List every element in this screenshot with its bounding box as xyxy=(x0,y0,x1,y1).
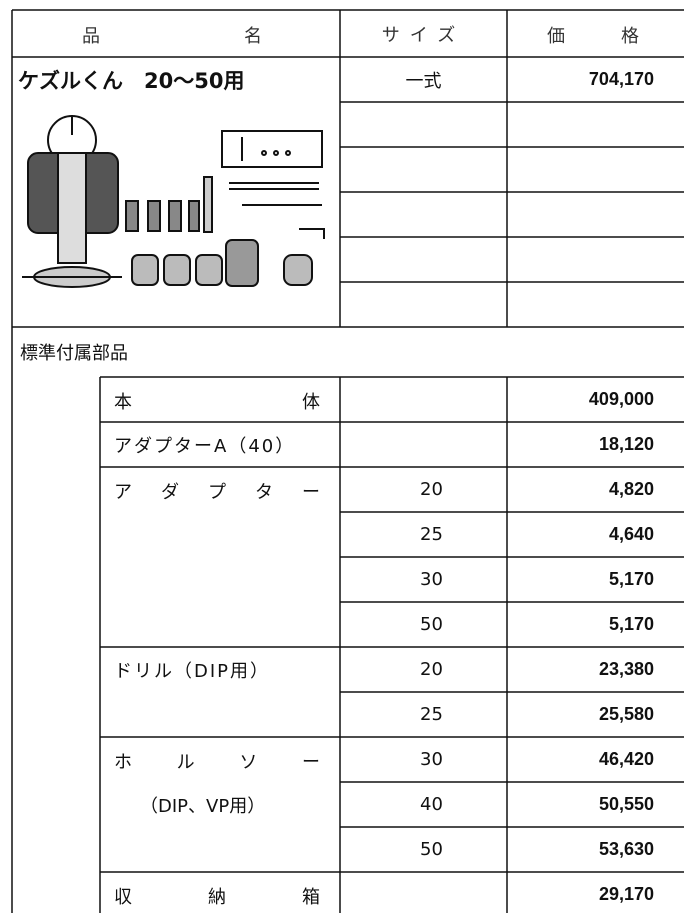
item-name: アダプターA（40） xyxy=(114,435,296,457)
item-size: 30 xyxy=(420,569,443,590)
header-price: 価格 xyxy=(547,25,639,46)
item-size: 50 xyxy=(420,839,443,860)
item-size: 20 xyxy=(420,659,443,680)
item-price: 53,630 xyxy=(598,839,654,859)
item-subname: （DIP、VP用） xyxy=(140,795,266,817)
product-size: 一式 xyxy=(405,70,442,92)
product-price: 704,170 xyxy=(588,69,654,89)
header-size: サイズ xyxy=(381,24,466,46)
item-price: 23,380 xyxy=(598,659,654,679)
item-name: 本体 xyxy=(114,391,320,412)
item-price: 18,120 xyxy=(598,434,654,454)
item-price: 46,420 xyxy=(598,749,654,769)
item-price: 5,170 xyxy=(608,569,654,589)
item-name: ホルソー xyxy=(114,751,320,772)
header-name: 品名 xyxy=(82,25,262,46)
item-size: 50 xyxy=(420,614,443,635)
item-price: 25,580 xyxy=(598,704,654,724)
item-price: 409,000 xyxy=(588,389,654,409)
item-size: 25 xyxy=(420,704,443,725)
item-price: 29,170 xyxy=(598,884,654,904)
item-price: 4,640 xyxy=(608,524,654,544)
item-price: 50,550 xyxy=(598,794,654,814)
section-label: 標準付属部品 xyxy=(20,343,128,364)
item-price: 4,820 xyxy=(608,479,654,499)
product-illustration xyxy=(22,115,325,288)
item-size: 25 xyxy=(420,524,443,545)
item-size: 40 xyxy=(420,794,443,815)
product-name: ケズルくん 20〜50用 xyxy=(18,68,245,93)
item-price: 5,170 xyxy=(608,614,654,634)
item-name: アダプター xyxy=(114,481,320,502)
item-name: ドリル（DIP用） xyxy=(114,660,271,682)
item-size: 30 xyxy=(420,749,443,770)
item-size: 20 xyxy=(420,479,443,500)
item-name: 収納箱 xyxy=(114,886,320,907)
